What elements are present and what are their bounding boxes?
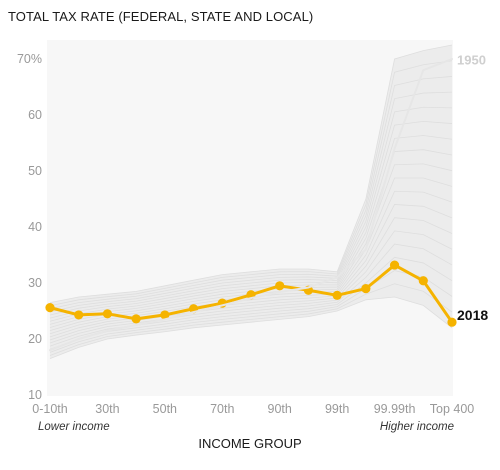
data-point-2018	[160, 310, 170, 320]
x-tick-label: Top 400	[430, 402, 475, 416]
historical-line	[49, 91, 453, 313]
historical-line	[49, 217, 453, 341]
x-tick-label: 30th	[95, 402, 119, 416]
x-tick-label: 90th	[268, 402, 292, 416]
historical-line	[49, 76, 453, 310]
y-tick-label: 30	[28, 276, 42, 290]
data-point-2018	[45, 303, 55, 313]
y-tick-label: 10	[28, 388, 42, 402]
data-point-2018	[74, 310, 84, 320]
x-tick-label: 99.99th	[374, 402, 416, 416]
historical-band	[50, 45, 452, 359]
series-label-2018: 2018	[457, 307, 488, 323]
series-label-1950: 1950	[457, 53, 486, 68]
x-tick-label: 0-10th	[32, 402, 67, 416]
y-tick-label: 20	[28, 332, 42, 346]
data-point-2018	[418, 276, 428, 286]
y-tick-label: 70%	[17, 52, 42, 66]
historical-line	[49, 256, 453, 350]
historical-line	[49, 296, 453, 359]
historical-line	[49, 106, 453, 316]
historical-line	[49, 204, 453, 338]
data-point-2018	[275, 281, 285, 291]
series-line-1950	[49, 58, 453, 352]
data-point-2018	[102, 309, 113, 319]
historical-line	[49, 135, 453, 322]
chart-title: TOTAL TAX RATE (FEDERAL, STATE AND LOCAL…	[8, 9, 314, 24]
historical-line	[49, 44, 453, 303]
y-tick-label: 40	[28, 220, 42, 234]
historical-line	[49, 283, 453, 356]
data-point-2018	[361, 284, 371, 294]
series-layer	[45, 58, 457, 352]
historical-line	[49, 190, 453, 335]
data-point-2018	[389, 260, 400, 270]
historical-line	[49, 60, 453, 307]
data-point-2018	[332, 290, 342, 300]
x-axis-title: INCOME GROUP	[198, 436, 302, 451]
historical-line	[49, 120, 453, 319]
series-labels: 1950 2018	[457, 53, 488, 324]
historical-line	[49, 270, 453, 353]
data-point-2018	[447, 317, 457, 327]
y-tick-label: 50	[28, 164, 42, 178]
y-tick-label: 60	[28, 108, 42, 122]
data-point-2018	[131, 314, 141, 324]
x-tick-label: 70th	[210, 402, 234, 416]
y-axis-ticks: 10 20 30 40 50 60 70%	[17, 52, 42, 402]
x-tick-label: 50th	[153, 402, 177, 416]
historical-lines	[49, 44, 453, 359]
x-axis-ticks: 0-10th 30th 50th 70th 90th 99th 99.99th Top 400	[32, 402, 474, 416]
x-tick-label: 99th	[325, 402, 349, 416]
higher-income-note: Higher income	[379, 421, 454, 433]
lower-income-note: Lower income	[38, 421, 110, 433]
historical-line	[49, 230, 453, 344]
